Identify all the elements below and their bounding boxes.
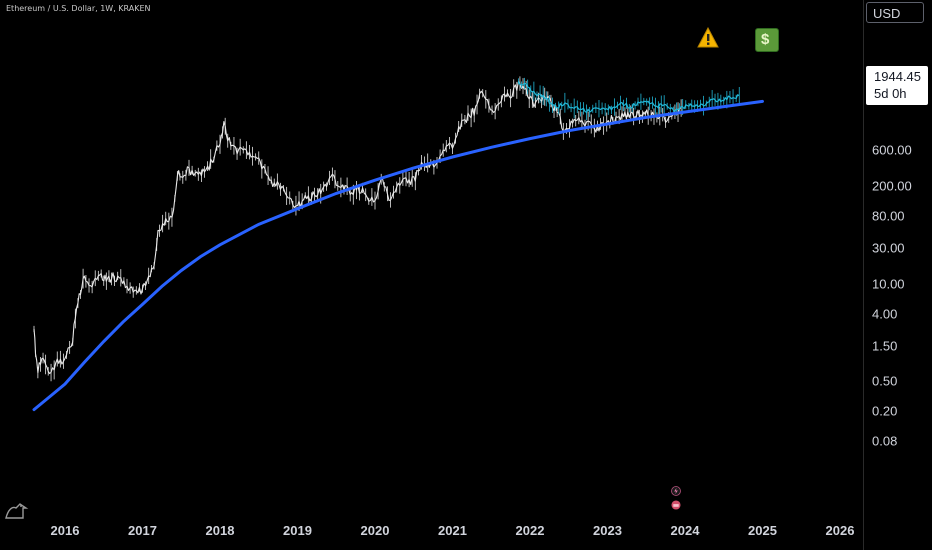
y-tick-label: 30.00 bbox=[872, 240, 905, 256]
x-tick-label: 2023 bbox=[593, 523, 622, 538]
y-tick-label: 600.00 bbox=[872, 142, 912, 158]
x-tick-label: 2019 bbox=[283, 523, 312, 538]
symbol-title: Ethereum / U.S. Dollar, 1W, KRAKEN bbox=[6, 4, 151, 13]
warning-icon[interactable] bbox=[697, 27, 719, 49]
x-tick-label: 2020 bbox=[360, 523, 390, 538]
series-projection bbox=[517, 81, 740, 113]
money-bag-icon[interactable]: $ bbox=[755, 28, 779, 52]
y-tick-label: 80.00 bbox=[872, 208, 905, 224]
regression-curve bbox=[32, 99, 764, 412]
y-tick-label: 4.00 bbox=[872, 306, 898, 322]
x-tick-label: 2026 bbox=[825, 523, 855, 538]
y-tick-label: 0.08 bbox=[872, 433, 898, 449]
y-tick-label: 1.50 bbox=[872, 338, 898, 354]
flash-icon[interactable] bbox=[671, 486, 681, 496]
last-price-value: 1944.45 bbox=[874, 69, 921, 84]
x-tick-label: 2017 bbox=[128, 523, 157, 538]
y-tick-label: 200.00 bbox=[872, 178, 912, 194]
y-tick-label: 10.00 bbox=[872, 276, 905, 292]
x-tick-label: 2024 bbox=[670, 523, 700, 538]
series-regression bbox=[32, 99, 764, 412]
event-icon[interactable] bbox=[671, 500, 681, 510]
price-series bbox=[33, 76, 682, 382]
projection-series bbox=[517, 77, 740, 121]
x-tick-label: 2022 bbox=[515, 523, 545, 538]
x-tick-label: 2016 bbox=[50, 523, 80, 538]
currency-unit-button[interactable]: USD bbox=[866, 2, 924, 23]
y-tick-label: 0.50 bbox=[872, 373, 898, 389]
x-tick-label: 2025 bbox=[748, 523, 777, 538]
bar-countdown: 5d 0h bbox=[874, 86, 907, 101]
x-tick-label: 2021 bbox=[438, 523, 467, 538]
tradingview-logo-icon[interactable] bbox=[4, 500, 30, 520]
series-price bbox=[33, 81, 682, 374]
y-tick-label: 0.20 bbox=[872, 403, 898, 419]
x-tick-label: 2018 bbox=[205, 523, 235, 538]
last-price-badge: 1944.45 5d 0h bbox=[866, 66, 928, 105]
